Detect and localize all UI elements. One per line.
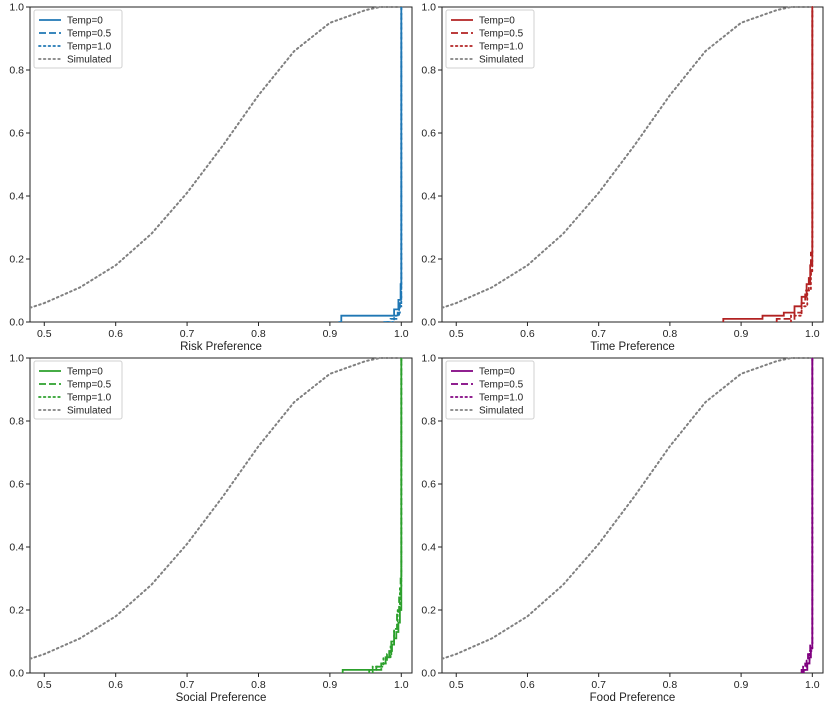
- x-tick-label: 1.0: [805, 328, 820, 340]
- y-tick-label: 0.0: [421, 317, 436, 329]
- y-tick-label: 0.4: [9, 191, 24, 203]
- series-temp-1-0: [371, 357, 403, 673]
- x-tick-label: 0.7: [180, 679, 195, 691]
- x-tick-label: 1.0: [805, 679, 820, 691]
- legend-label: Simulated: [67, 55, 111, 66]
- legend-label: Simulated: [479, 55, 523, 66]
- y-tick-label: 0.6: [9, 128, 24, 140]
- legend-label: Temp=0.5: [479, 380, 524, 391]
- legend-label: Temp=0.5: [67, 29, 112, 40]
- y-tick-label: 0.2: [9, 605, 24, 617]
- x-tick-label: 0.5: [37, 679, 52, 691]
- legend-box: [33, 360, 123, 420]
- series-temp-0-5: [800, 358, 814, 673]
- series-temp-0: [341, 358, 403, 673]
- legend-label: Simulated: [479, 406, 523, 417]
- x-tick-label: 0.6: [108, 679, 123, 691]
- axes-frame: [29, 6, 413, 323]
- axes-frame: [441, 357, 824, 674]
- y-tick-label: 0.0: [421, 668, 436, 680]
- legend-box: [33, 9, 123, 69]
- y-tick-label: 0.2: [9, 254, 24, 266]
- x-tick-label: 0.9: [734, 679, 749, 691]
- legend-label: Temp=0: [479, 367, 515, 378]
- x-tick-label: 0.8: [663, 679, 678, 691]
- x-tick-label: 0.9: [323, 679, 338, 691]
- legend-label: Temp=0: [67, 367, 103, 378]
- x-tick-label: 0.5: [449, 679, 464, 691]
- series-temp-0-5: [368, 358, 403, 673]
- y-tick-label: 0.6: [9, 479, 24, 491]
- legend-label: Temp=1.0: [479, 393, 524, 404]
- y-tick-label: 1.0: [421, 353, 436, 365]
- legend-box: [445, 9, 535, 69]
- y-tick-label: 1.0: [421, 2, 436, 14]
- y-tick-label: 0.8: [9, 65, 24, 77]
- x-tick-label: 0.7: [591, 679, 606, 691]
- series-temp-1-0: [386, 6, 403, 322]
- y-tick-label: 0.4: [421, 191, 436, 203]
- series-temp-0: [722, 7, 814, 322]
- x-tick-label: 0.7: [591, 328, 606, 340]
- y-tick-label: 0.8: [9, 416, 24, 428]
- series-simulated: [30, 357, 403, 660]
- panel-risk: 0.0 0.2 0.4 0.6 0.8 1.0 0.5 0.6 0.7 0.8 0.9 1.0 Risk…: [9, 2, 413, 353]
- legend-label: Temp=0: [479, 16, 515, 27]
- x-tick-label: 0.5: [37, 328, 52, 340]
- y-tick-label: 0.2: [421, 605, 436, 617]
- legend-label: Temp=1.0: [479, 42, 524, 53]
- x-axis-label: Food Preference: [590, 692, 676, 704]
- x-tick-label: 0.5: [449, 328, 464, 340]
- y-tick-label: 0.0: [9, 668, 24, 680]
- panel-time: 0.0 0.2 0.4 0.6 0.8 1.0 0.5 0.6 0.7 0.8 0.9 1.0 Time…: [421, 2, 824, 353]
- x-tick-label: 0.9: [734, 328, 749, 340]
- axes-frame: [441, 6, 824, 323]
- series-temp-1-0: [790, 6, 814, 322]
- y-tick-label: 0.4: [421, 542, 436, 554]
- y-tick-label: 0.6: [421, 128, 436, 140]
- x-tick-label: 0.6: [520, 679, 535, 691]
- y-tick-label: 0.6: [421, 479, 436, 491]
- x-axis-label: Time Preference: [590, 341, 675, 353]
- y-tick-label: 0.8: [421, 65, 436, 77]
- x-tick-label: 0.8: [251, 679, 266, 691]
- y-tick-label: 0.2: [421, 254, 436, 266]
- legend-label: Temp=0.5: [67, 380, 112, 391]
- legend-label: Temp=1.0: [67, 42, 112, 53]
- y-tick-label: 0.0: [9, 317, 24, 329]
- x-tick-label: 0.8: [251, 328, 266, 340]
- x-tick-label: 0.6: [108, 328, 123, 340]
- legend-box: [445, 360, 535, 420]
- x-tick-label: 0.6: [520, 328, 535, 340]
- series-temp-0: [338, 7, 403, 322]
- series-simulated: [442, 357, 814, 660]
- legend-label: Temp=0.5: [479, 29, 524, 40]
- series-simulated: [30, 6, 403, 309]
- y-tick-label: 1.0: [9, 353, 24, 365]
- y-tick-label: 0.4: [9, 542, 24, 554]
- series-temp-0: [802, 358, 814, 673]
- x-tick-label: 0.9: [323, 328, 338, 340]
- axes-frame: [29, 357, 413, 674]
- y-tick-label: 0.8: [421, 416, 436, 428]
- x-tick-label: 0.8: [663, 328, 678, 340]
- x-tick-label: 0.7: [180, 328, 195, 340]
- legend-label: Simulated: [67, 406, 111, 417]
- y-tick-label: 1.0: [9, 2, 24, 14]
- panel-food: 0.0 0.2 0.4 0.6 0.8 1.0 0.5 0.6 0.7 0.8 0.9 1.0 Food…: [421, 353, 824, 704]
- series-temp-0-5: [383, 7, 403, 322]
- x-axis-label: Risk Preference: [180, 341, 262, 353]
- series-simulated: [442, 6, 814, 309]
- series-temp-0-5: [775, 7, 814, 322]
- x-tick-label: 1.0: [394, 328, 409, 340]
- x-axis-label: Social Preference: [176, 692, 267, 704]
- legend-label: Temp=0: [67, 16, 103, 27]
- panel-social: 0.0 0.2 0.4 0.6 0.8 1.0 0.5 0.6 0.7 0.8 0.9 1.0 Soci…: [9, 353, 413, 704]
- series-temp-1-0: [802, 357, 814, 673]
- legend-label: Temp=1.0: [67, 393, 112, 404]
- x-tick-label: 1.0: [394, 679, 409, 691]
